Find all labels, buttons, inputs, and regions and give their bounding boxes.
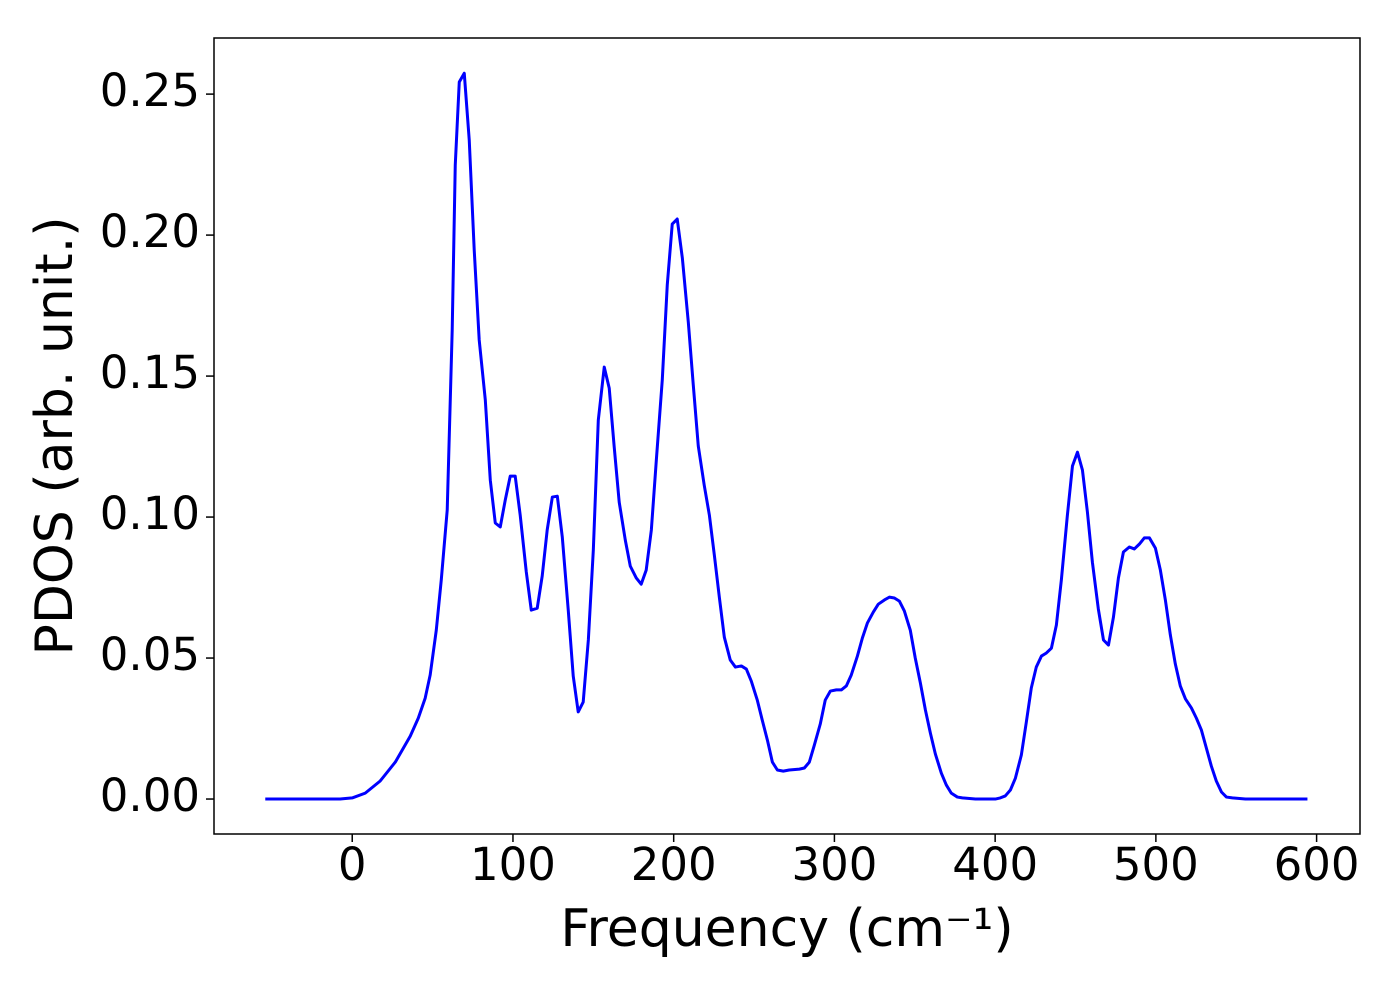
x-tick-label: 600 [1274, 838, 1360, 891]
y-tick-label: 0.10 [100, 487, 200, 540]
x-tick-label: 100 [470, 838, 556, 891]
y-axis-label: PDOS (arb. unit.) [25, 216, 85, 655]
plot-frame [213, 37, 1361, 835]
x-tick-label: 400 [952, 838, 1038, 891]
y-tick-label: 0.00 [100, 769, 200, 822]
y-tick-label: 0.20 [100, 205, 200, 258]
x-tick-label: 300 [791, 838, 877, 891]
y-tick-label: 0.15 [100, 346, 200, 399]
x-axis-label: Frequency (cm⁻¹) [560, 899, 1013, 959]
x-tick-label: 200 [631, 838, 717, 891]
x-tick-label: 0 [338, 838, 367, 891]
y-tick-label: 0.25 [100, 64, 200, 117]
y-tick-label: 0.05 [100, 628, 200, 681]
data-line [265, 71, 1308, 801]
x-tick-label: 500 [1113, 838, 1199, 891]
